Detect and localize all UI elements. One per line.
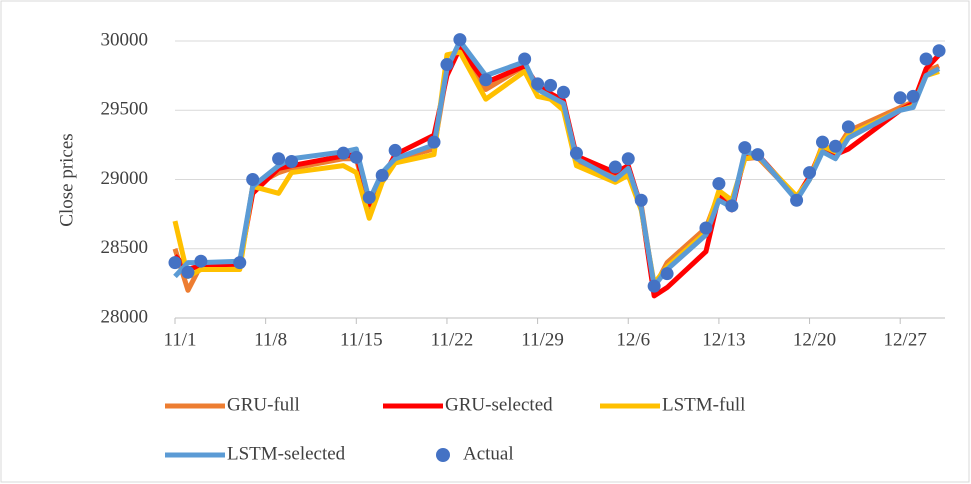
y-tick-label: 28500 xyxy=(101,237,149,258)
y-axis-label: Close prices xyxy=(56,133,77,226)
data-point xyxy=(790,193,804,207)
data-point xyxy=(181,265,195,279)
data-point xyxy=(893,91,907,105)
data-point xyxy=(803,166,817,180)
data-point xyxy=(569,146,583,160)
data-point xyxy=(712,177,726,191)
data-point xyxy=(919,52,933,66)
data-point xyxy=(634,193,648,207)
data-point xyxy=(479,73,493,87)
legend-marker xyxy=(436,448,450,462)
x-tick-label: 11/1 xyxy=(163,329,196,350)
data-point xyxy=(375,168,389,182)
data-point xyxy=(725,199,739,213)
data-point xyxy=(608,160,622,174)
y-tick-label: 28000 xyxy=(101,306,149,327)
data-point xyxy=(660,267,674,281)
x-tick-label: 12/27 xyxy=(884,329,927,350)
data-point xyxy=(906,89,920,103)
data-point xyxy=(427,135,441,149)
series-line xyxy=(173,38,941,289)
x-tick-label: 11/15 xyxy=(340,329,383,350)
data-point xyxy=(647,279,661,293)
data-point xyxy=(518,52,532,66)
data-point xyxy=(362,191,376,205)
data-point xyxy=(246,173,260,186)
data-point xyxy=(544,78,558,92)
legend-label: LSTM-full xyxy=(662,394,745,415)
data-point xyxy=(168,256,182,270)
data-point xyxy=(272,152,286,166)
data-point xyxy=(751,148,765,162)
y-tick-label: 30000 xyxy=(101,29,149,50)
x-tick-label: 11/22 xyxy=(431,329,474,350)
data-point xyxy=(531,77,545,91)
data-point xyxy=(349,150,363,164)
data-point xyxy=(738,141,752,155)
data-point xyxy=(388,143,402,157)
x-tick-label: 12/6 xyxy=(616,329,650,350)
data-point xyxy=(699,221,713,235)
legend-label: GRU-selected xyxy=(445,394,553,415)
x-tick-label: 11/8 xyxy=(254,329,287,350)
data-point xyxy=(440,58,454,72)
data-point xyxy=(841,120,855,134)
x-tick-label: 12/20 xyxy=(793,329,836,350)
data-point xyxy=(453,33,467,47)
data-point xyxy=(336,146,350,160)
data-point xyxy=(557,85,570,99)
legend-label: LSTM-selected xyxy=(227,443,346,464)
x-tick-label: 11/29 xyxy=(521,329,564,350)
data-point xyxy=(285,154,299,168)
data-point xyxy=(194,254,208,268)
x-tick-label: 12/13 xyxy=(702,329,745,350)
y-tick-label: 29500 xyxy=(101,99,149,120)
data-point xyxy=(621,152,635,166)
legend-label: Actual xyxy=(463,443,514,464)
data-point xyxy=(816,135,829,149)
data-point xyxy=(932,44,946,58)
data-point xyxy=(828,139,842,153)
y-tick-label: 29000 xyxy=(101,168,149,189)
data-point xyxy=(233,256,247,270)
legend-label: GRU-full xyxy=(227,394,300,415)
